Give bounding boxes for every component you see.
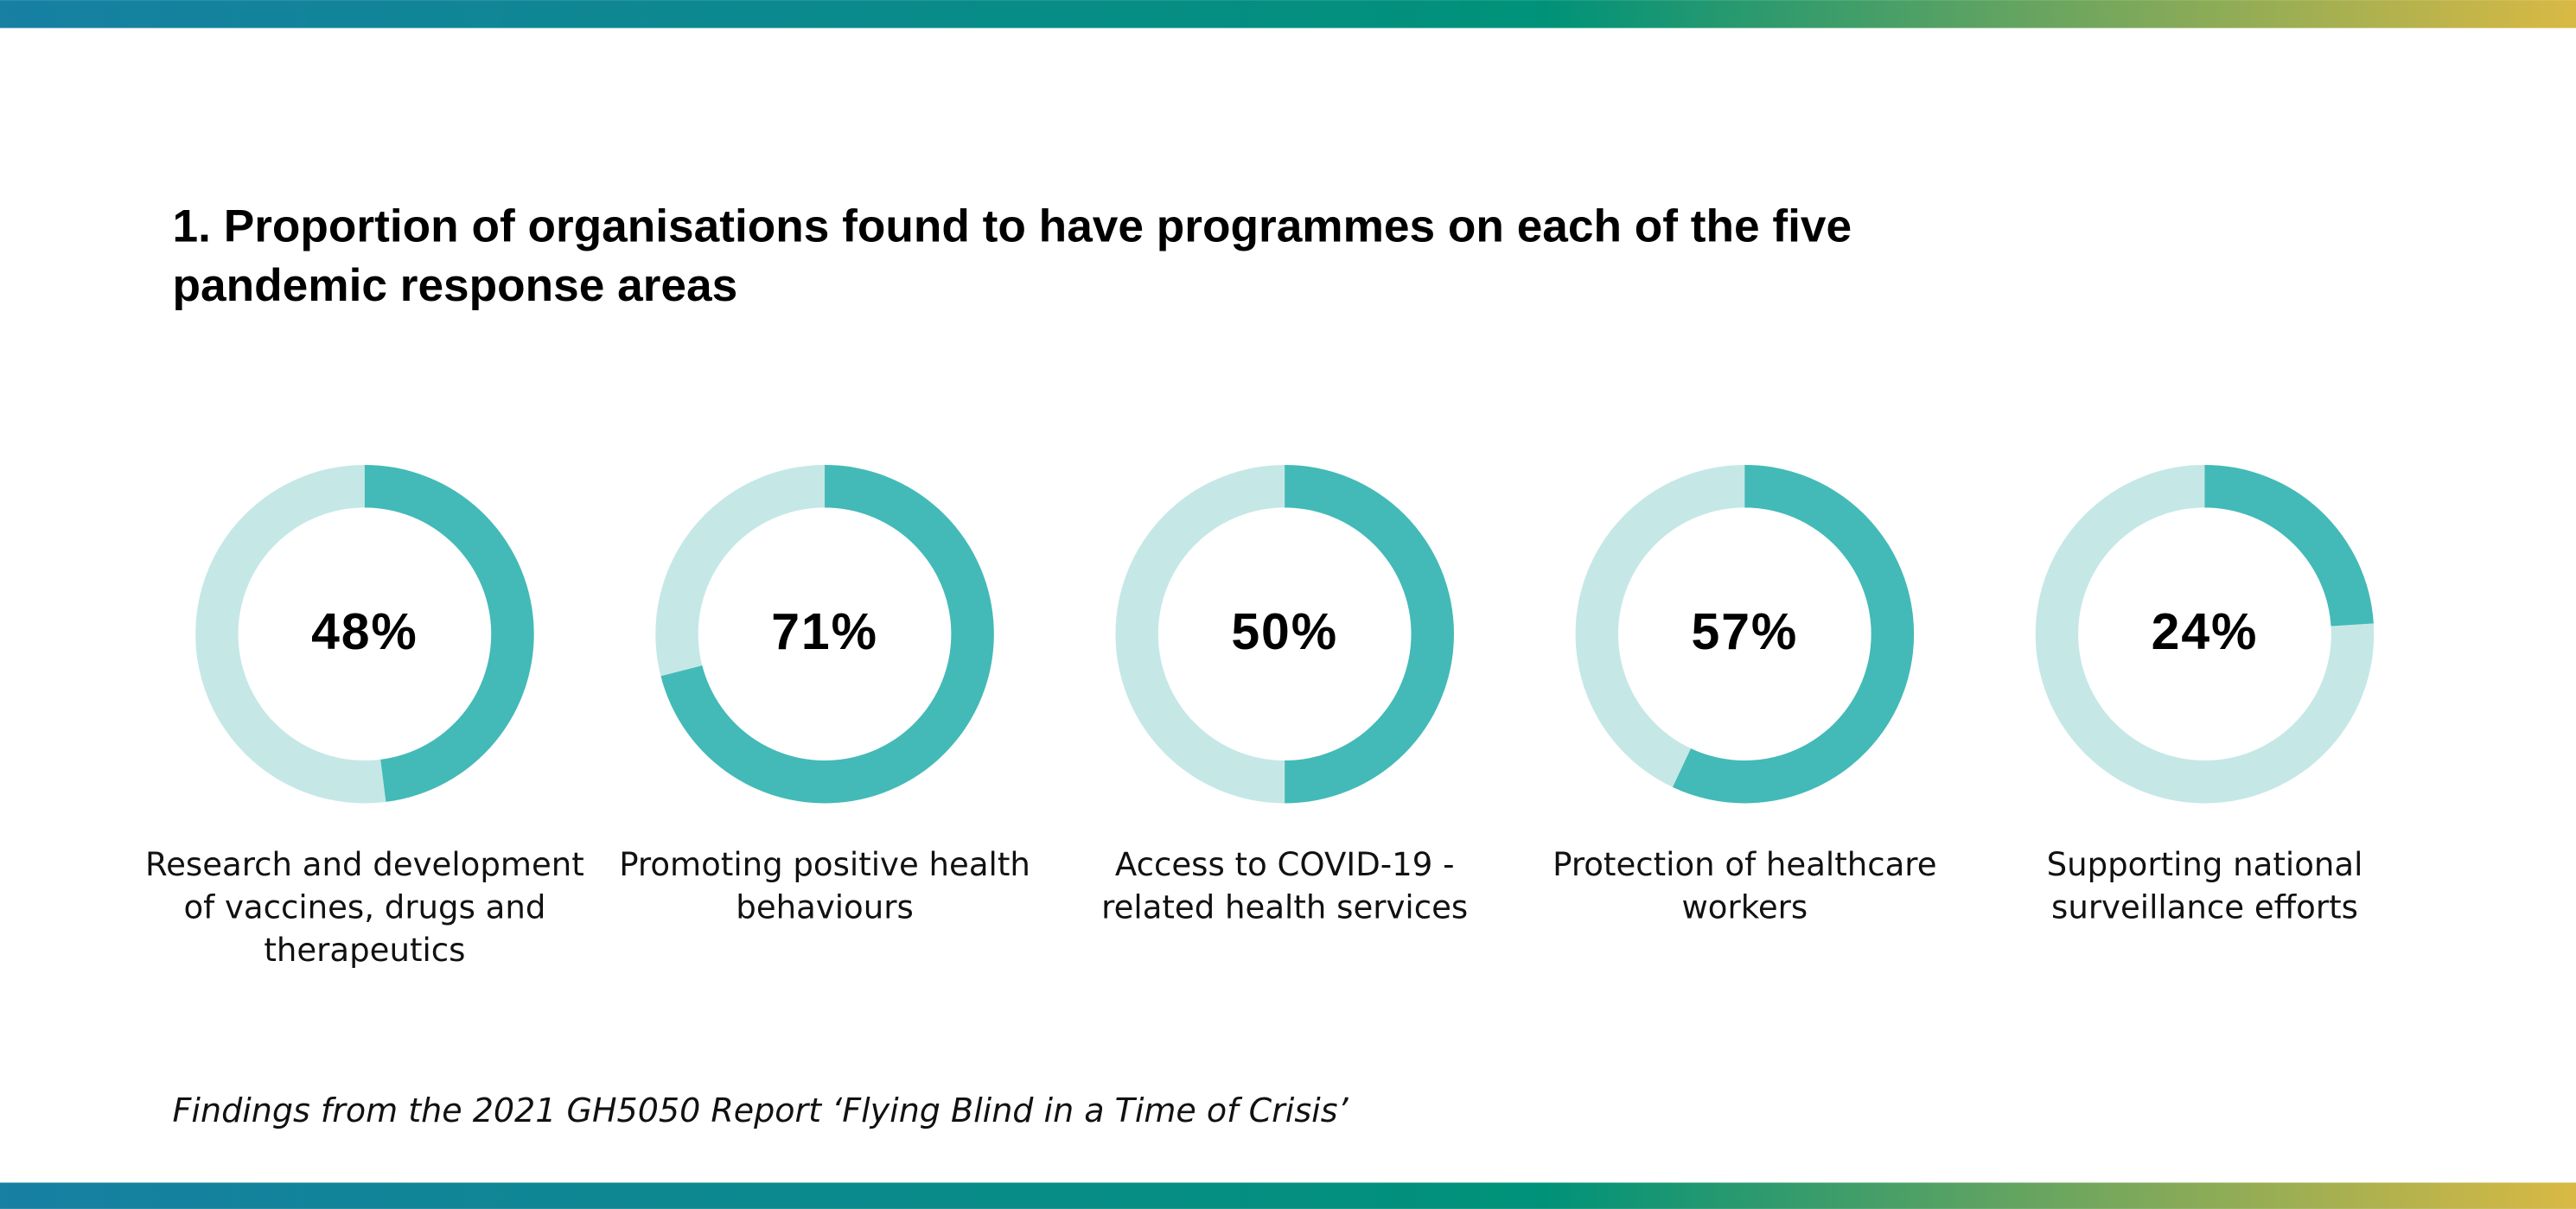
category-label: Access to COVID-19 -related health servi… [1101,845,1469,926]
category-box: Access to COVID-19 -related health servi… [1101,845,1469,926]
footnote: Findings from the 2021 GH5050 Report ‘Fl… [172,1091,1349,1130]
value-label: 50% [1231,604,1338,660]
category-label: Research and development of vaccines, dr… [145,845,584,970]
category-label: Protection of healthcare workers [1553,845,1937,926]
donut-segment [1672,464,1915,804]
donut-segment [1285,464,1454,804]
bottom-band [0,1182,2576,1209]
category-label: Promoting positive health behaviours [619,845,1030,926]
donut-segment [364,464,534,802]
donut-segment [2204,464,2374,627]
category-box: Protection of healthcare workers [1553,845,1937,926]
category-box: Research and development of vaccines, dr… [145,845,584,970]
category-label: Supporting national surveillance efforts [2046,845,2363,926]
category-box: Supporting national surveillance efforts [2046,845,2363,926]
value-label: 24% [2152,604,2259,660]
title-box: 1. Proportion of organisations found to … [172,200,1852,311]
value-label: 57% [1692,604,1799,660]
value-label: 71% [771,604,878,660]
value-label: 48% [311,604,418,660]
chart-title: 1. Proportion of organisations found to … [172,200,1852,311]
category-box: Promoting positive health behaviours [619,845,1030,926]
footnote-box: Findings from the 2021 GH5050 Report ‘Fl… [172,1091,1349,1130]
top-band [0,0,2576,29]
